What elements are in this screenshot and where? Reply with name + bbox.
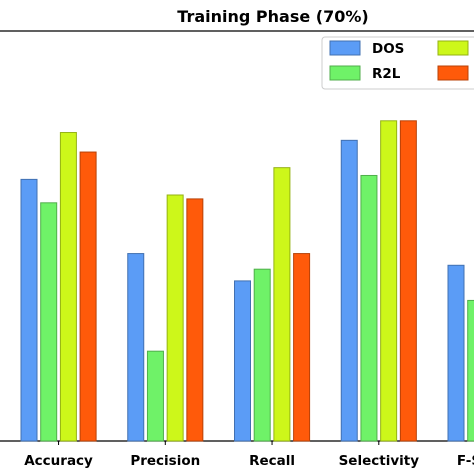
x-tick-label: Selectivity	[339, 453, 420, 469]
legend: DOS R2L	[321, 36, 474, 90]
bar-accuracy-series-2	[40, 202, 58, 442]
bar-precision-series-3	[166, 194, 184, 442]
bar-accuracy-series-1	[20, 178, 38, 442]
bar-precision-series-1	[127, 253, 145, 442]
bar-recall-series-4	[293, 253, 311, 442]
bar-f-score-series-1	[447, 264, 465, 442]
bar-accuracy-series-3	[59, 132, 77, 442]
x-tick-labels: Accuracy Precision Recall Selectivity F-Scor…	[24, 441, 474, 469]
legend-swatch	[329, 65, 361, 81]
legend-items: DOS R2L	[329, 40, 469, 82]
bar-selectivity-series-1	[340, 139, 358, 442]
bar-accuracy-series-4	[79, 151, 97, 442]
bar-recall-series-2	[253, 268, 271, 442]
x-tick-label: F-Score	[457, 453, 474, 469]
bar-precision-series-4	[186, 198, 204, 442]
bar-selectivity-series-3	[380, 120, 398, 442]
legend-label: DOS	[372, 41, 404, 57]
bar-f-score-series-2	[467, 299, 474, 442]
bar-selectivity-series-4	[399, 120, 417, 442]
legend-label: R2L	[372, 66, 401, 82]
bars-layer	[20, 120, 474, 442]
bar-precision-series-2	[146, 350, 164, 442]
bar-selectivity-series-2	[360, 174, 378, 442]
x-tick-label: Precision	[130, 453, 200, 469]
bar-recall-series-3	[273, 167, 291, 442]
legend-swatch	[437, 40, 469, 56]
x-tick-label: Accuracy	[24, 453, 93, 469]
legend-swatch	[329, 40, 361, 56]
bar-recall-series-1	[234, 280, 251, 442]
x-tick-label: Recall	[249, 453, 295, 469]
legend-swatch	[437, 65, 469, 81]
chart-title: Training Phase (70%)	[177, 7, 368, 26]
